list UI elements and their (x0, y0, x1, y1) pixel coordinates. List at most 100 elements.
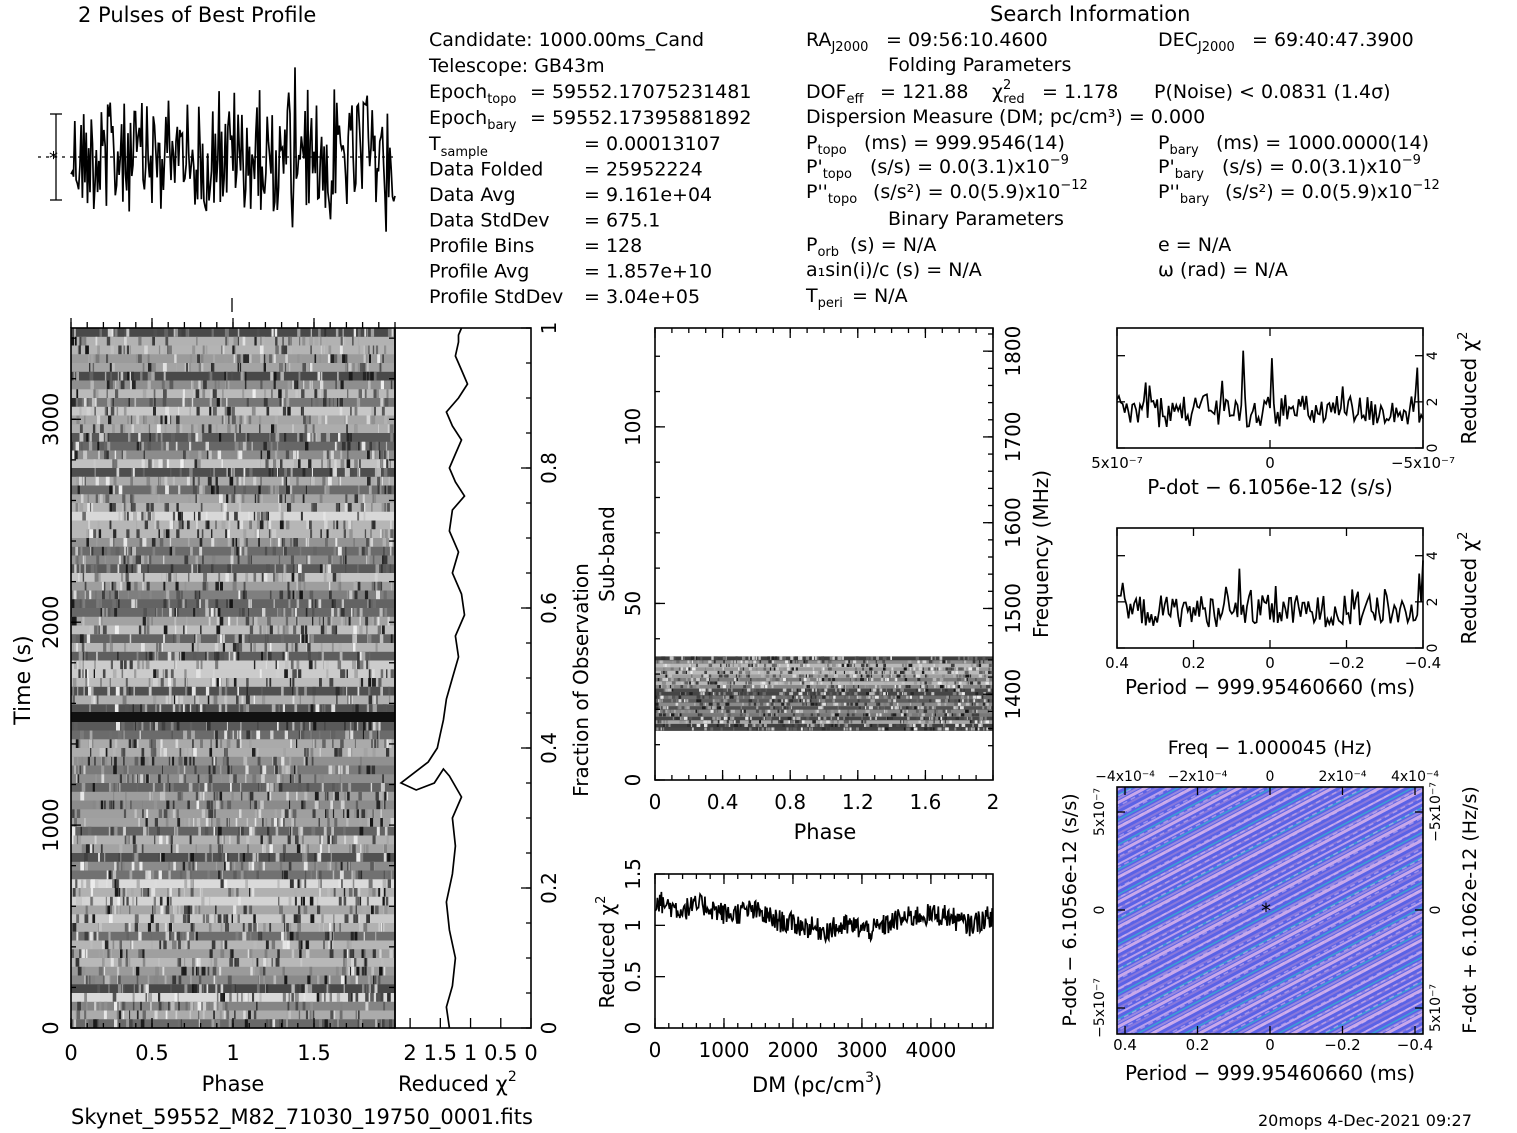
subband-speck (900, 709, 904, 713)
subband-speck (821, 667, 825, 671)
time-phase-speck (253, 511, 256, 521)
time-phase-speck (88, 686, 92, 696)
time-phase-speck (138, 625, 141, 635)
time-phase-speck (254, 818, 257, 827)
subband-speck (716, 723, 719, 727)
time-phase-speck (342, 354, 345, 364)
subband-speck (669, 684, 671, 689)
subband-speck (802, 702, 805, 706)
time-phase-speck (180, 1019, 182, 1029)
time-phase-speck (72, 888, 76, 897)
time-phase-speck (268, 853, 270, 862)
subband-speck (847, 723, 851, 727)
subband-speck (725, 723, 729, 727)
time-phase-speck (156, 520, 160, 530)
subband-speck (791, 709, 793, 713)
time-phase-speck (139, 538, 143, 547)
time-phase-speck (290, 468, 293, 477)
time-phase-speck (363, 721, 366, 731)
time-phase-speck (243, 354, 247, 364)
time-phase-speck (285, 441, 290, 451)
subband-speck (769, 681, 771, 685)
time-phase-speck (108, 415, 112, 425)
subband-speck (771, 663, 775, 667)
time-phase-speck (307, 433, 311, 442)
subband-speck (818, 670, 820, 674)
time-phase-speck (325, 538, 328, 547)
subband-speck (826, 727, 831, 731)
subband-speck (686, 720, 688, 724)
time-phase-speck (150, 485, 153, 495)
time-phase-speck (242, 336, 246, 346)
time-phase-speck (319, 564, 323, 574)
time-phase-speck (162, 669, 165, 679)
subband-speck (767, 681, 769, 685)
time-phase-speck (251, 748, 256, 757)
subband-speck (971, 688, 975, 692)
time-phase-speck (287, 651, 289, 661)
time-phase-speck (161, 573, 163, 582)
subband-speck (846, 712, 850, 717)
subband-speck (987, 688, 991, 692)
time-phase-speck (352, 844, 356, 854)
time-phase-speck (107, 608, 111, 617)
time-phase-speck (151, 888, 156, 897)
time-phase-speck (296, 599, 300, 609)
time-phase-speck (367, 546, 371, 556)
time-phase-speck (193, 511, 196, 521)
time-phase-speck (238, 853, 240, 862)
time-phase-speck (95, 774, 98, 784)
time-phase-speck (307, 643, 311, 652)
subband-speck (835, 712, 839, 717)
time-phase-speck (295, 1001, 298, 1011)
subband-speck (671, 681, 676, 685)
time-phase-speck (78, 966, 82, 976)
time-phase-speck (248, 354, 252, 364)
time-phase-speck (107, 398, 111, 407)
time-phase-speck (159, 791, 163, 801)
time-phase-speck (105, 905, 108, 915)
time-phase-speck (152, 721, 156, 731)
subband-speck (762, 691, 766, 696)
subband-speck (710, 709, 714, 713)
time-phase-speck (131, 424, 135, 434)
time-phase-speck (231, 791, 234, 801)
time-phase-speck (236, 616, 238, 626)
subband-speck (760, 681, 763, 685)
subband-speck (890, 656, 892, 660)
subband-speck (890, 712, 894, 717)
time-phase-speck (117, 651, 119, 661)
time-phase-speck (310, 914, 315, 924)
subband-speck (699, 702, 704, 706)
time-phase-speck (159, 940, 162, 950)
time-phase-speck (154, 415, 159, 425)
time-phase-speck (368, 686, 371, 696)
time-phase-speck (122, 888, 126, 897)
time-phase-speck (133, 511, 137, 521)
time-phase-speck (169, 608, 172, 617)
time-phase-speck (330, 853, 332, 862)
subband-speck (721, 709, 724, 713)
subband-speck (871, 677, 874, 682)
subband-speck (848, 695, 850, 699)
time-phase-speck (121, 669, 124, 679)
time-phase-speck (302, 468, 306, 477)
time-phase-speck (82, 573, 85, 582)
time-phase-speck (125, 503, 127, 512)
time-phase-row (71, 678, 395, 688)
time-phase-speck (75, 336, 77, 346)
time-phase-speck (254, 336, 257, 346)
time-phase-speck (348, 993, 352, 1002)
time-phase-speck (210, 800, 213, 810)
time-phase-speck (376, 590, 380, 600)
time-phase-speck (370, 371, 374, 381)
subband-speck (691, 727, 694, 731)
subband-speck (808, 684, 810, 689)
time-phase-speck (176, 809, 179, 819)
time-phase-speck (301, 389, 305, 399)
time-phase-speck (143, 608, 147, 617)
time-phase-speck (324, 721, 326, 731)
time-phase-speck (168, 345, 172, 355)
time-phase-speck (346, 818, 349, 827)
time-phase-speck (257, 748, 259, 757)
